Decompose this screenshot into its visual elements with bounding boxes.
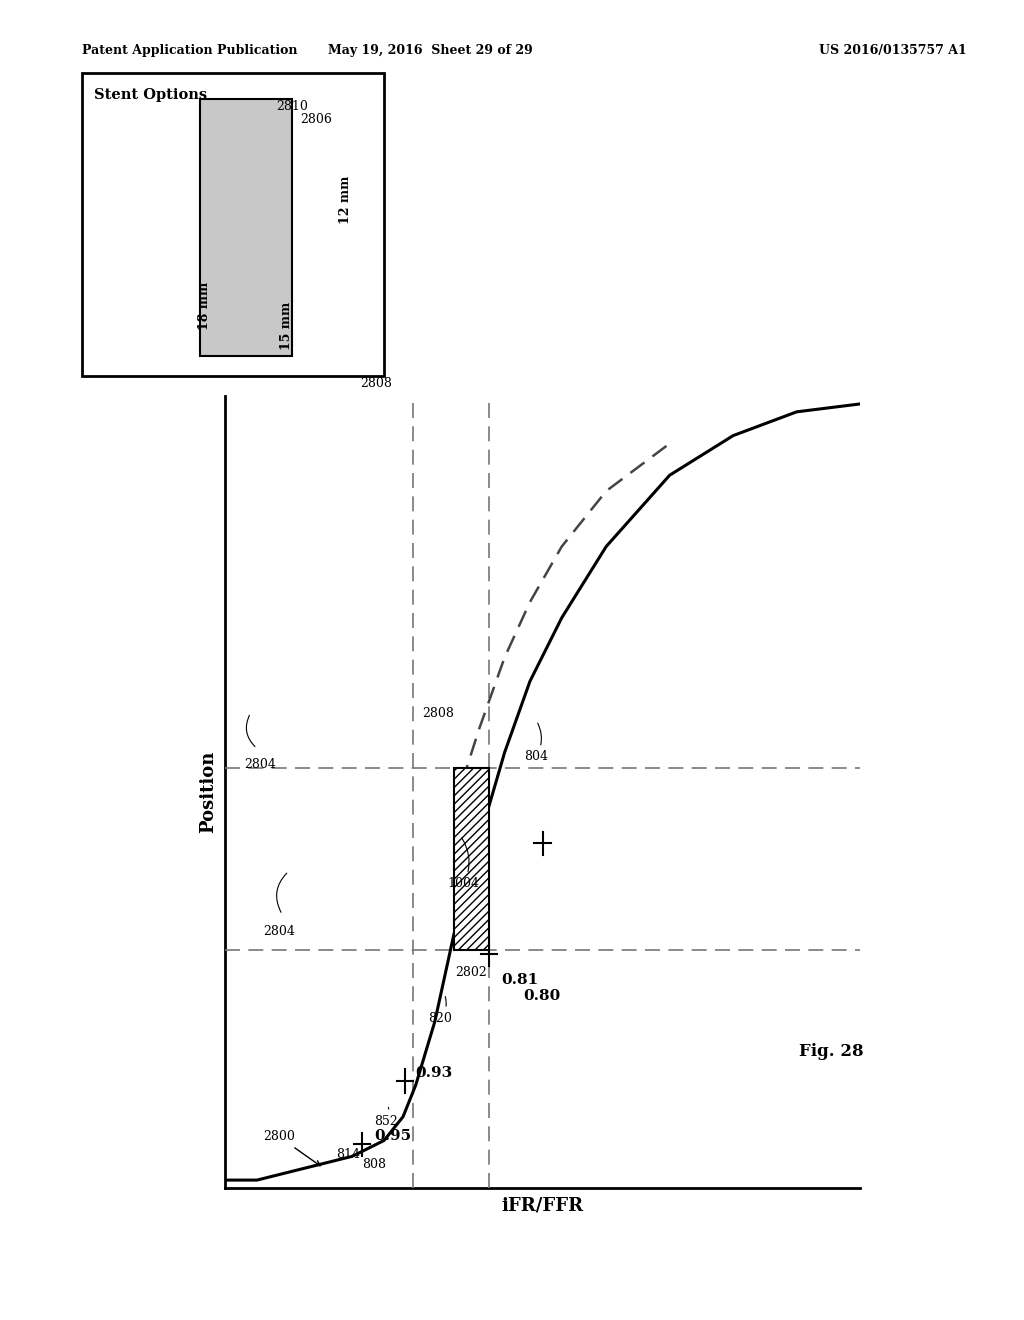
Text: 2804: 2804 [245,758,276,771]
Text: 2808: 2808 [422,706,454,719]
Ellipse shape [209,239,224,308]
Text: 0.93: 0.93 [416,1067,453,1080]
Text: 2808: 2808 [360,376,392,389]
Text: 804: 804 [523,723,548,763]
Text: Patent Application Publication: Patent Application Publication [82,44,297,57]
Bar [113,259,182,327]
Bar [454,768,488,950]
Ellipse shape [101,259,123,327]
X-axis label: iFR/FFR: iFR/FFR [502,1196,584,1214]
Text: Fig. 28: Fig. 28 [799,1043,863,1060]
Text: Stent Options: Stent Options [94,88,207,103]
Text: 15 mm: 15 mm [281,301,293,350]
Ellipse shape [171,259,193,327]
Text: 18 mm: 18 mm [199,281,211,330]
Y-axis label: Position: Position [199,751,217,833]
Text: 0.81: 0.81 [502,973,539,986]
Bar [293,145,333,210]
Ellipse shape [286,145,299,210]
Text: 814: 814 [336,1148,360,1160]
Ellipse shape [259,239,274,308]
Text: 2806: 2806 [300,112,332,125]
Ellipse shape [327,145,339,210]
Text: 0.95: 0.95 [375,1130,412,1143]
Text: 12 mm: 12 mm [339,176,351,224]
Text: 2800: 2800 [263,1130,321,1166]
Bar [217,239,267,308]
Text: 852: 852 [375,1107,398,1127]
Text: 820: 820 [428,997,453,1024]
Text: 2804: 2804 [263,924,295,937]
Text: May 19, 2016  Sheet 29 of 29: May 19, 2016 Sheet 29 of 29 [328,44,532,57]
Text: US 2016/0135757 A1: US 2016/0135757 A1 [819,44,967,57]
Text: 2802: 2802 [455,966,486,978]
Text: 1004: 1004 [447,838,479,890]
Text: 808: 808 [361,1158,386,1171]
Text: 0.80: 0.80 [523,989,561,1002]
Text: 2810: 2810 [276,99,308,112]
